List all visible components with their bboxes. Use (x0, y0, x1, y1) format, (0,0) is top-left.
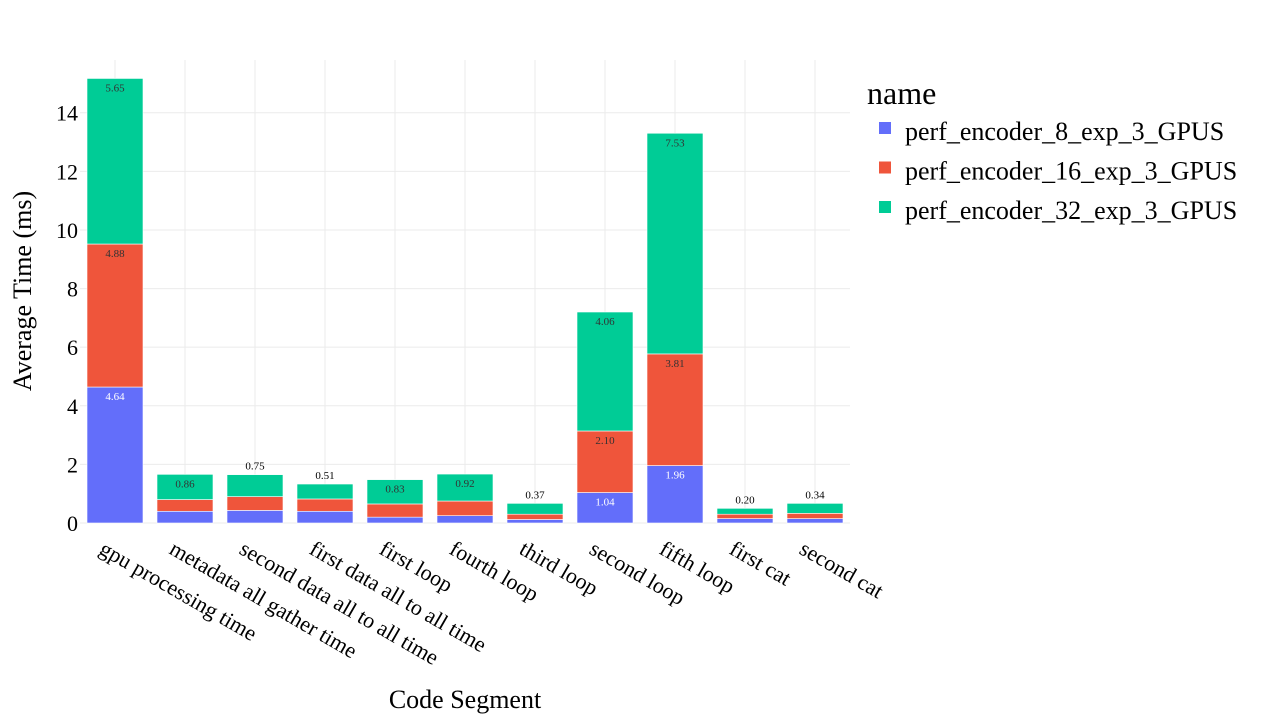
bar-segment (156, 499, 214, 512)
y-tick-label: 10 (56, 218, 78, 243)
bar-value-label: 4.88 (105, 248, 125, 260)
y-tick-label: 0 (67, 511, 78, 536)
data-labels: 4.64 1.04 1.96 4.88 2.10 3.81 5.65 0.86 0.75 0.51… (105, 82, 825, 508)
y-tick-label: 14 (56, 101, 78, 126)
bar-value-label: 1.96 (665, 470, 685, 482)
x-axis-title: Code Segment (389, 685, 542, 714)
bar-segment (576, 492, 634, 524)
bar-value-label: 4.64 (105, 391, 125, 403)
bar-value-label: 0.20 (735, 494, 755, 506)
x-tick-label: second cat (796, 536, 888, 604)
y-axis: 0 2 4 6 8 10 12 14 (56, 101, 78, 536)
bar-segment (156, 474, 214, 500)
bar-value-label: 0.75 (245, 461, 265, 473)
y-tick-label: 8 (67, 277, 78, 302)
bar-segment (716, 513, 774, 519)
bar-segment (226, 510, 284, 524)
y-axis-title: Average Time (ms) (8, 191, 37, 391)
bar-segment (156, 510, 214, 524)
bar-segment (296, 498, 354, 512)
bar-segment (366, 503, 424, 518)
bar-segment (226, 474, 284, 497)
bar-segment (786, 503, 844, 514)
grid-lines (80, 60, 850, 524)
y-tick-label: 2 (67, 452, 78, 477)
bar-value-label: 0.83 (385, 484, 405, 496)
bar-segment (296, 510, 354, 524)
legend-title: name (867, 75, 936, 111)
bar-value-label: 1.04 (595, 497, 615, 509)
bar-segment (646, 353, 704, 466)
bar-segment (86, 243, 144, 388)
bar-segment (86, 78, 144, 245)
bar-segment (716, 518, 774, 524)
bar-segment (436, 473, 494, 502)
bar-segment (786, 518, 844, 524)
bar-value-label: 0.86 (175, 478, 195, 490)
y-tick-label: 6 (67, 335, 78, 360)
bar-segment (436, 515, 494, 524)
bar-value-label: 0.34 (805, 489, 825, 501)
bar-segment (366, 479, 424, 505)
y-tick-label: 12 (56, 159, 78, 184)
bar-value-label: 2.10 (595, 435, 615, 447)
legend-item-label: perf_encoder_16_exp_3_GPUS (905, 157, 1237, 186)
bar-value-label: 0.37 (525, 489, 545, 501)
bar-value-label: 0.51 (315, 470, 334, 482)
bar-segment (506, 503, 564, 515)
bar-segment (506, 513, 564, 520)
bar-segment (646, 465, 704, 524)
bar-value-label: 5.65 (105, 82, 125, 94)
bar-segment (646, 132, 704, 355)
legend-swatch (879, 161, 891, 174)
legend-item-label: perf_encoder_8_exp_3_GPUS (905, 117, 1224, 146)
bar-value-label: 0.92 (455, 478, 474, 490)
bar-value-label: 4.06 (595, 316, 615, 328)
bar-segment (716, 508, 774, 515)
legend-swatch (879, 122, 891, 134)
bar-segment (366, 516, 424, 524)
bar-value-label: 7.53 (665, 137, 685, 149)
bar-segment (786, 513, 844, 519)
bar-segment (226, 496, 284, 511)
legend: name perf_encoder_8_exp_3_GPUS perf_encod… (867, 75, 1237, 225)
legend-swatch (879, 201, 891, 213)
legend-item-label: perf_encoder_32_exp_3_GPUS (905, 196, 1237, 225)
bar-segment (576, 311, 634, 432)
bar-segment (436, 500, 494, 516)
bar-segment (506, 519, 564, 524)
bars (86, 78, 844, 524)
bar-value-label: 3.81 (665, 358, 684, 370)
bar-segment (86, 386, 144, 524)
y-tick-label: 4 (67, 394, 78, 419)
bar-segment (296, 483, 354, 500)
